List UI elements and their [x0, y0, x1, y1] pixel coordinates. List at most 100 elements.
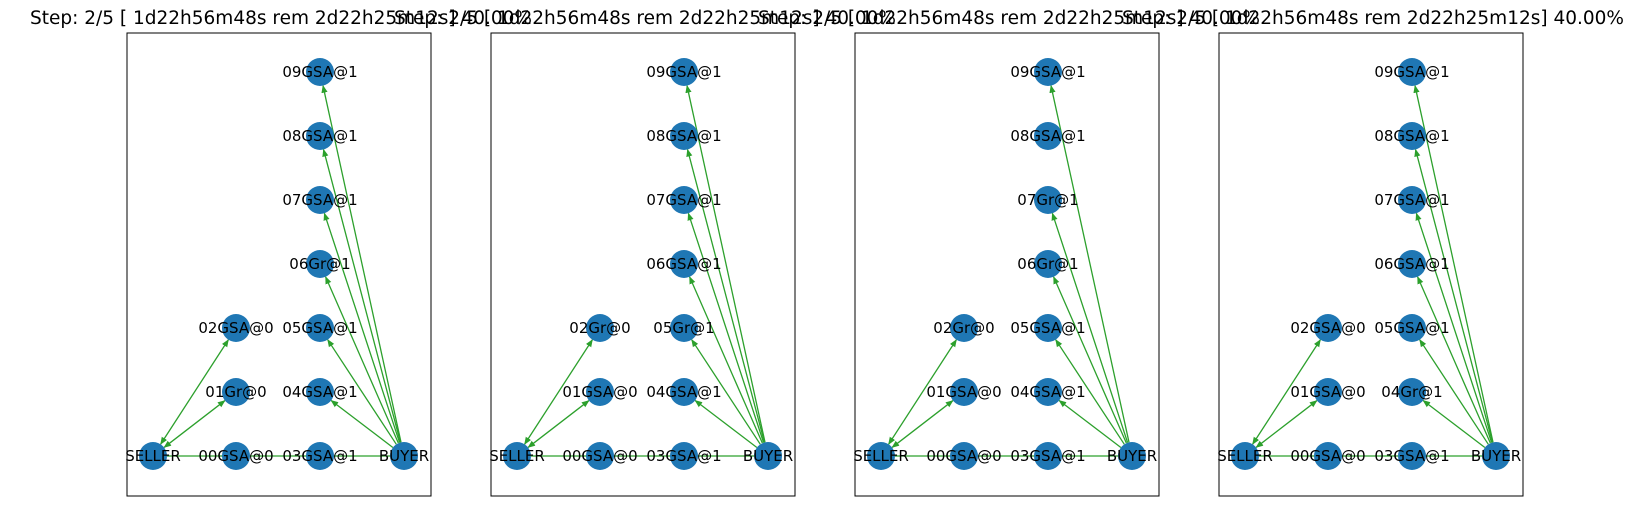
node-circle: [1118, 442, 1146, 470]
node-06: 06Gr@1: [289, 250, 351, 278]
node-circle: [1314, 442, 1342, 470]
node-00: 00GSA@0: [1290, 442, 1366, 470]
node-circle: [670, 314, 698, 342]
node-label: 06Gr@1: [1017, 255, 1078, 273]
edge-buyer-06: [1053, 276, 1127, 444]
node-circle: [1398, 250, 1426, 278]
node-circle: [950, 378, 978, 406]
node-circle: [1314, 314, 1342, 342]
node-circle: [1398, 442, 1426, 470]
node-label: 00GSA@0: [562, 447, 637, 465]
edge-buyer-07: [1051, 212, 1129, 443]
panel-title: Step: 2/5 [ 1d22h56m48s rem 2d22h25m12s]…: [30, 8, 532, 29]
node-label: 04Gr@1: [1381, 383, 1442, 401]
edge-buyer-07: [687, 212, 765, 443]
node-09: 09GSA@1: [282, 58, 358, 86]
graph-panel-2: SELLER 00GSA@0 03GSA@1 BUYER 01GSA@0 04GSA@1 0…: [394, 8, 896, 497]
node-label: 03GSA@1: [1010, 447, 1085, 465]
edge-buyer-06: [1417, 276, 1491, 444]
node-label: 01GSA@0: [926, 383, 1001, 401]
node-04: 04Gr@1: [1381, 378, 1443, 406]
panel-title: Step: 2/5 [ 1d22h56m48s rem 2d22h25m12s]…: [758, 8, 1260, 29]
node-circle: [222, 314, 250, 342]
node-circle: [390, 442, 418, 470]
edge-buyer-08: [686, 148, 766, 443]
edge-buyer-08: [322, 148, 402, 443]
node-label: 07Gr@1: [1017, 191, 1078, 209]
node-03: 03GSA@1: [282, 442, 358, 470]
node-circle: [1034, 442, 1062, 470]
node-06: 06GSA@1: [646, 250, 722, 278]
node-05: 05GSA@1: [1374, 314, 1450, 342]
node-label: 03GSA@1: [646, 447, 721, 465]
edge-buyer-09: [685, 84, 766, 443]
edges: [888, 84, 1130, 457]
edge-seller-02: [888, 339, 957, 445]
node-05: 05Gr@1: [653, 314, 715, 342]
node-00: 00GSA@0: [926, 442, 1002, 470]
node-circle: [670, 186, 698, 214]
node-circle: [1034, 378, 1062, 406]
node-07: 07GSA@1: [282, 186, 358, 214]
node-05: 05GSA@1: [1010, 314, 1086, 342]
node-09: 09GSA@1: [646, 58, 722, 86]
edges: [1252, 84, 1494, 457]
edge-buyer-09: [321, 84, 402, 443]
node-circle: [754, 442, 782, 470]
edge-buyer-09: [1413, 84, 1494, 443]
node-03: 03GSA@1: [1374, 442, 1450, 470]
node-02: 02Gr@0: [933, 314, 995, 342]
node-circle: [1398, 314, 1426, 342]
graph-panel-4: SELLER 00GSA@0 03GSA@1 BUYER 01GSA@0 04Gr@1 02…: [1122, 8, 1624, 497]
node-01: 01GSA@0: [1290, 378, 1366, 406]
graph-panel-1: SELLER 00GSA@0 03GSA@1 BUYER 01Gr@0 04GSA@1 02…: [30, 8, 532, 497]
node-07: 07Gr@1: [1017, 186, 1079, 214]
node-05: 05GSA@1: [282, 314, 358, 342]
node-04: 04GSA@1: [1010, 378, 1086, 406]
edge-seller-02: [160, 339, 229, 445]
node-label: 05Gr@1: [653, 319, 714, 337]
node-01: 01GSA@0: [926, 378, 1002, 406]
node-circle: [867, 442, 895, 470]
node-circle: [306, 186, 334, 214]
node-label: 07GSA@1: [1374, 191, 1449, 209]
edge-buyer-05: [1419, 339, 1489, 445]
node-label: 02GSA@0: [198, 319, 273, 337]
node-circle: [306, 378, 334, 406]
node-04: 04GSA@1: [282, 378, 358, 406]
node-03: 03GSA@1: [646, 442, 722, 470]
node-label: 09GSA@1: [282, 63, 357, 81]
node-label: BUYER: [743, 447, 793, 465]
node-label: 07GSA@1: [282, 191, 357, 209]
node-label: BUYER: [379, 447, 429, 465]
panel-frame: [126, 32, 432, 497]
panel-title: Step: 2/5 [ 1d22h56m48s rem 2d22h25m12s]…: [394, 8, 896, 29]
node-02: 02GSA@0: [1290, 314, 1366, 342]
node-circle: [222, 442, 250, 470]
node-label: 03GSA@1: [282, 447, 357, 465]
node-label: 06Gr@1: [289, 255, 350, 273]
node-circle: [950, 314, 978, 342]
node-circle: [306, 58, 334, 86]
edge-seller-02: [524, 339, 593, 445]
edge-buyer-04: [1058, 399, 1122, 449]
node-seller: SELLER: [125, 442, 181, 470]
edge-buyer-04: [694, 399, 758, 449]
edge-buyer-08: [1414, 148, 1494, 443]
edges: [160, 84, 402, 457]
node-09: 09GSA@1: [1374, 58, 1450, 86]
node-label: 02GSA@0: [1290, 319, 1365, 337]
node-label: 05GSA@1: [1010, 319, 1085, 337]
node-08: 08GSA@1: [1374, 122, 1450, 150]
node-label: 03GSA@1: [1374, 447, 1449, 465]
node-label: 04GSA@1: [1010, 383, 1085, 401]
node-00: 00GSA@0: [198, 442, 274, 470]
edge-buyer-05: [327, 339, 397, 445]
node-circle: [670, 122, 698, 150]
edge-buyer-06: [689, 276, 763, 444]
node-label: 08GSA@1: [1374, 127, 1449, 145]
node-circle: [1398, 122, 1426, 150]
node-circle: [139, 442, 167, 470]
node-label: 02Gr@0: [933, 319, 994, 337]
